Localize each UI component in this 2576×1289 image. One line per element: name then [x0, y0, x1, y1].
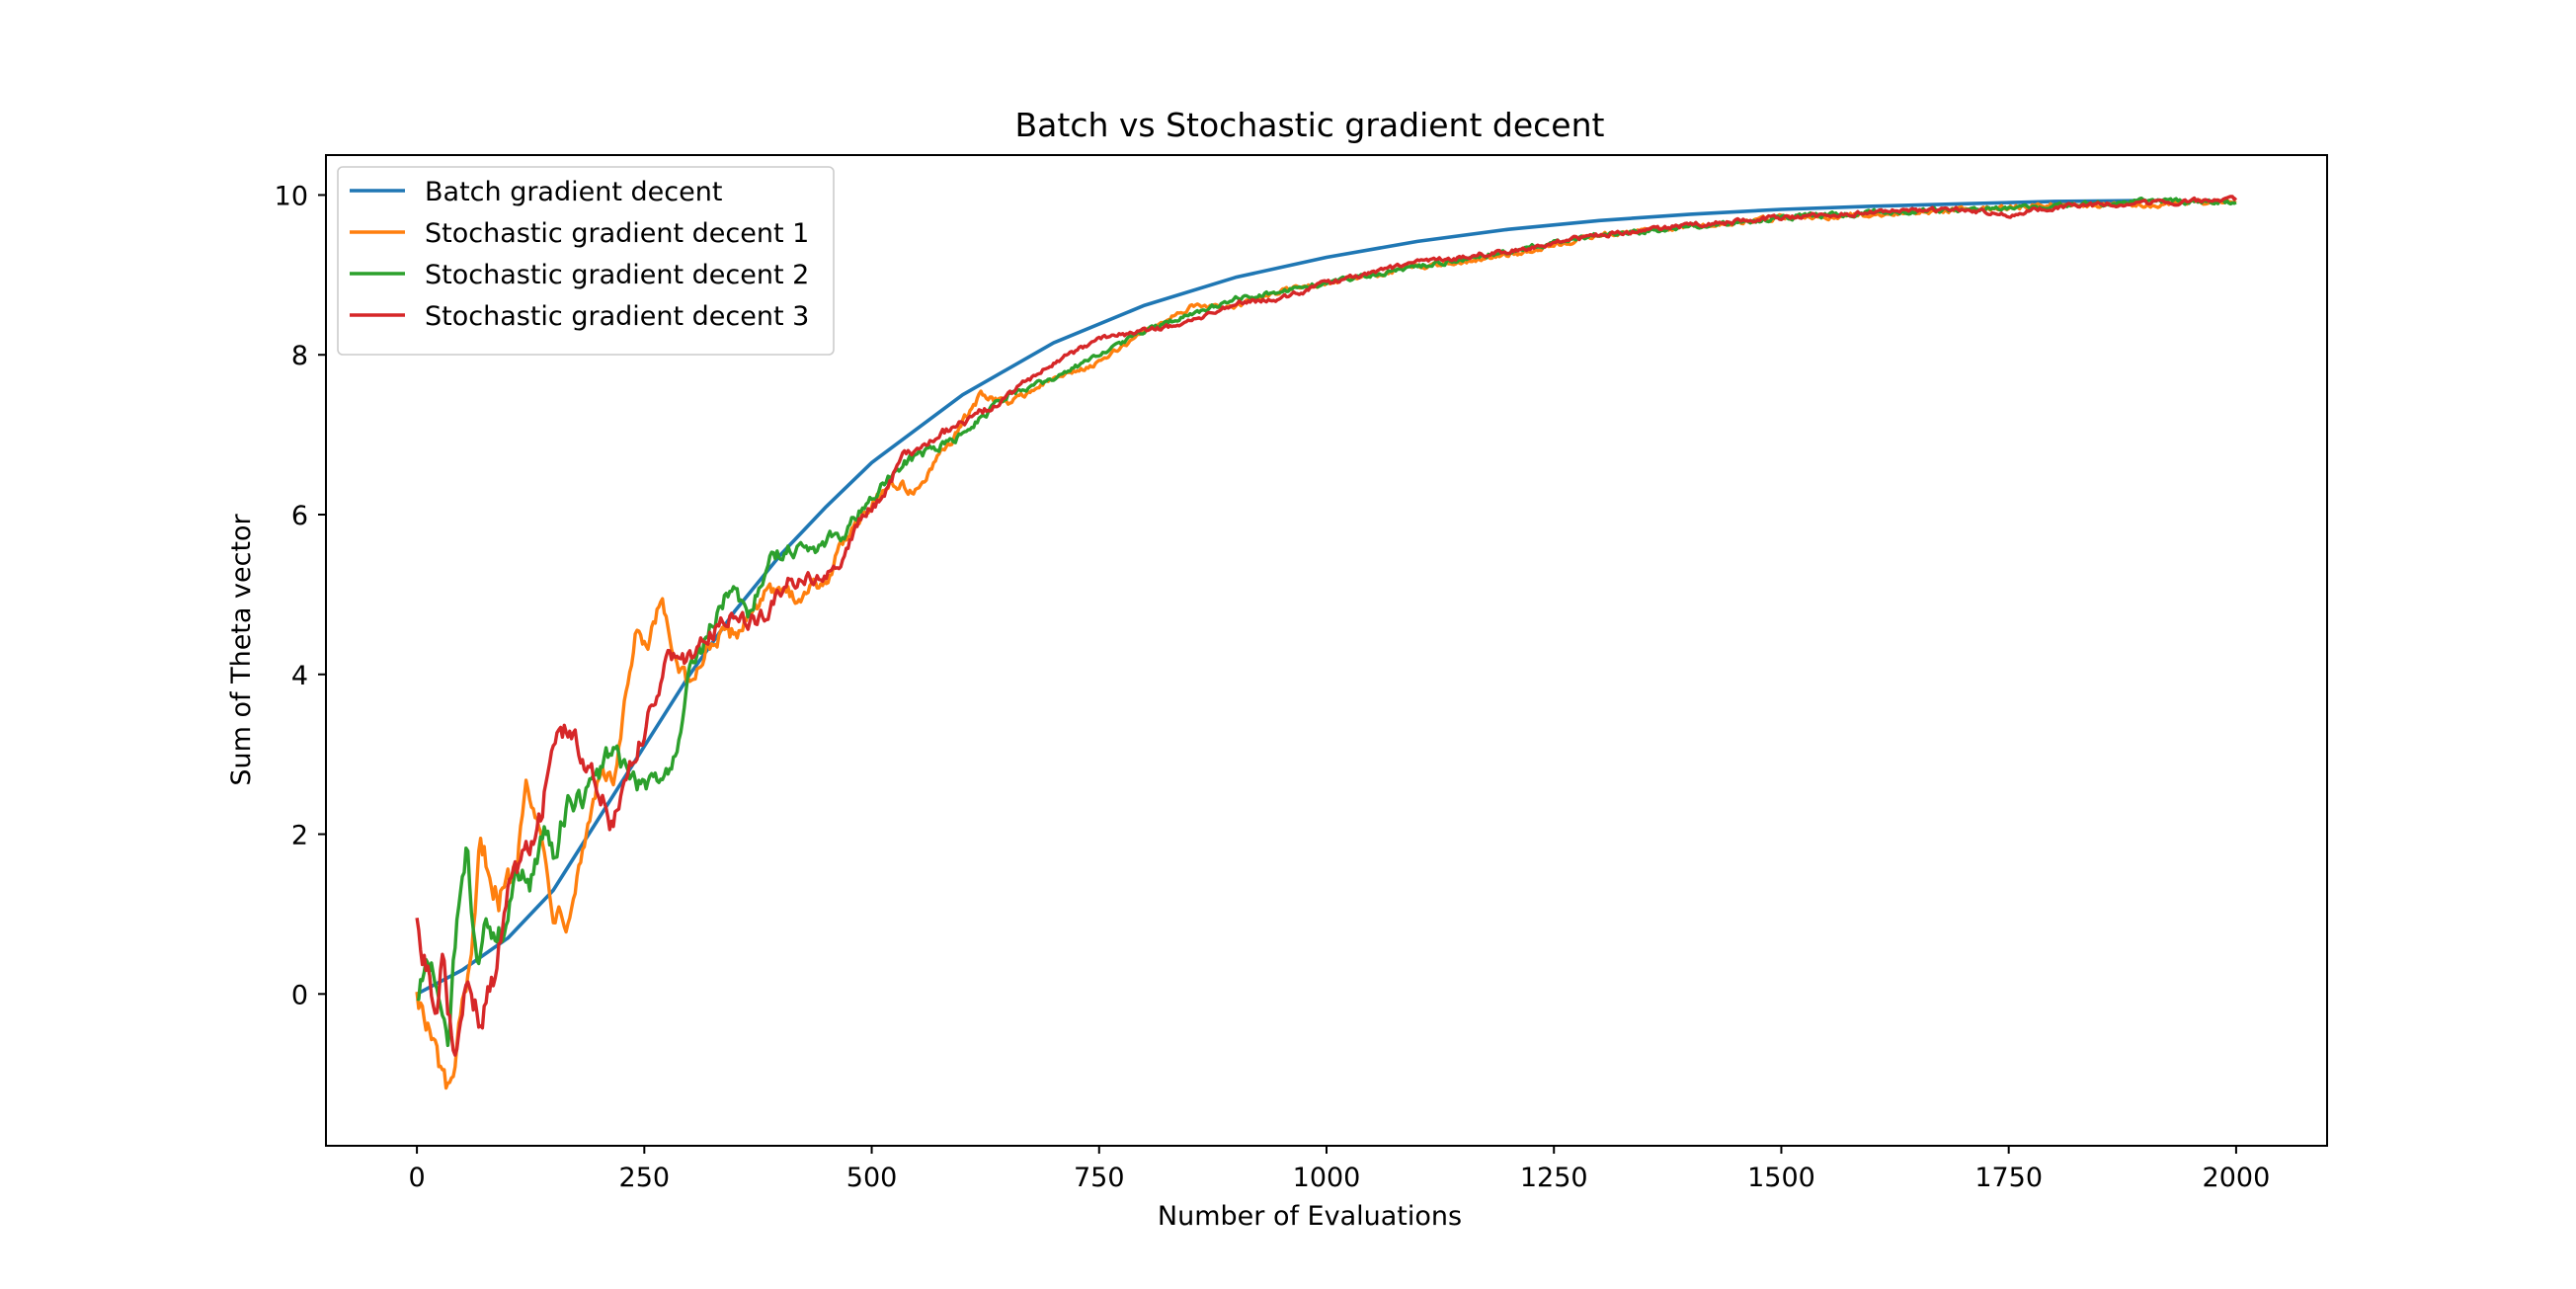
- x-tick-label: 1750: [1974, 1163, 2043, 1193]
- x-tick-label: 0: [408, 1163, 425, 1193]
- series-line-1: [416, 199, 2145, 996]
- plot-area: [325, 154, 2328, 1147]
- y-axis-label: Sum of Theta vector: [226, 513, 257, 785]
- y-tick-label: 4: [291, 661, 308, 691]
- y-tick-label: 2: [291, 821, 308, 851]
- y-axis: 0 2 4 6 8 10: [275, 181, 326, 1010]
- x-tick-label: 1250: [1520, 1163, 1588, 1193]
- x-tick-label: 1000: [1293, 1163, 1361, 1193]
- x-tick-label: 500: [846, 1163, 898, 1193]
- x-tick-label: 750: [1074, 1163, 1125, 1193]
- x-axis: 0 250 500 750 1000 1250 1500 1750 2000: [408, 1146, 2270, 1193]
- y-tick-label: 6: [291, 501, 308, 531]
- x-tick-label: 250: [619, 1163, 671, 1193]
- chart-title: Batch vs Stochastic gradient decent: [1015, 106, 1605, 144]
- y-tick-label: 8: [291, 341, 308, 371]
- series-line-4: [415, 195, 2238, 1057]
- legend-box: [337, 166, 835, 356]
- x-axis-label: Number of Evaluations: [1158, 1201, 1462, 1232]
- y-tick-label: 0: [291, 980, 308, 1010]
- legend-label: Batch gradient decent: [425, 177, 722, 207]
- series-layer: [415, 195, 2238, 1090]
- y-tick-label: 10: [275, 181, 308, 211]
- x-tick-label: 2000: [2203, 1163, 2271, 1193]
- legend-label: Stochastic gradient decent 2: [425, 260, 809, 290]
- x-tick-label: 1500: [1747, 1163, 1815, 1193]
- legend-label: Stochastic gradient decent 1: [425, 218, 809, 249]
- legend-label: Stochastic gradient decent 3: [425, 301, 809, 332]
- legend: Batch gradient decent Stochastic gradient…: [337, 166, 835, 356]
